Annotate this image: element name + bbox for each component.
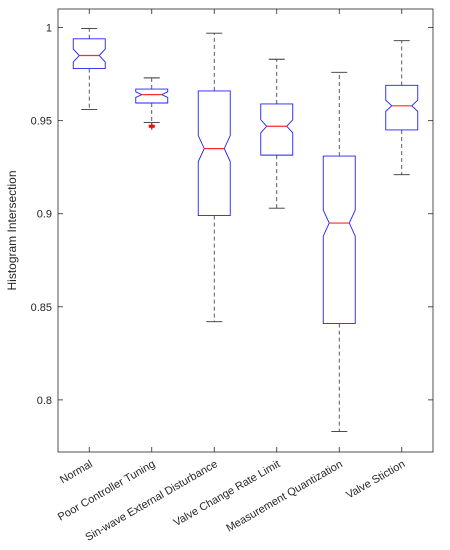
box-3 [197,32,231,323]
box-5 [322,71,356,432]
box-body [260,103,294,156]
box-body [322,155,356,325]
box-series [72,28,419,432]
box-body [197,90,231,217]
y-tick-label: 0.8 [37,395,52,407]
box-body [135,88,169,104]
y-tick-label: 1 [46,23,52,35]
box-body [72,38,106,70]
x-tick-label: Valve Stiction [344,458,407,501]
box-4 [260,58,294,209]
x-tick-label: Normal [58,458,95,486]
x-tick-label: Measurement Quantization [224,458,344,534]
y-tick-label: 0.9 [37,209,52,221]
box-6 [385,40,419,176]
x-tick-label: Valve Change Rate Limit [172,458,283,529]
y-tick-label: 0.85 [31,302,52,314]
box-body [385,84,419,131]
y-axis: 0.8 0.85 0.9 0.95 1 [31,23,433,407]
box-1 [72,28,106,110]
box-2 [135,77,169,130]
plot-area-border [57,8,434,453]
y-tick-label: 0.95 [31,116,52,128]
y-axis-title: Histogram Intersection [5,170,19,290]
